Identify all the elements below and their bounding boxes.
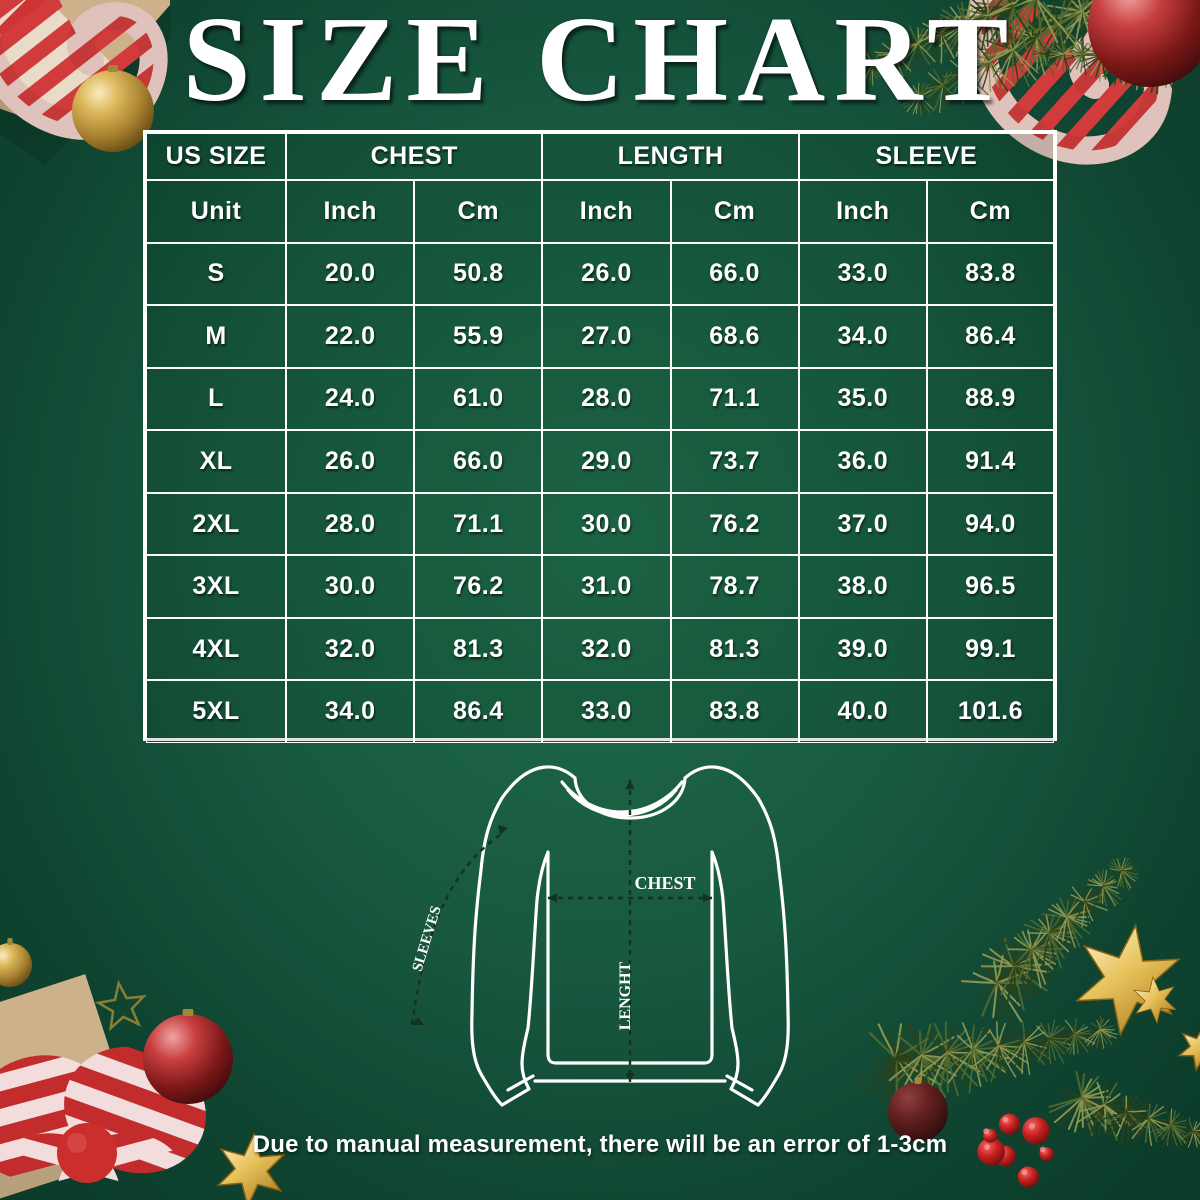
svg-text:CHEST: CHEST (634, 873, 695, 893)
svg-text:SLEEVES: SLEEVES (410, 904, 445, 973)
svg-text:LENGHT: LENGHT (617, 961, 634, 1030)
